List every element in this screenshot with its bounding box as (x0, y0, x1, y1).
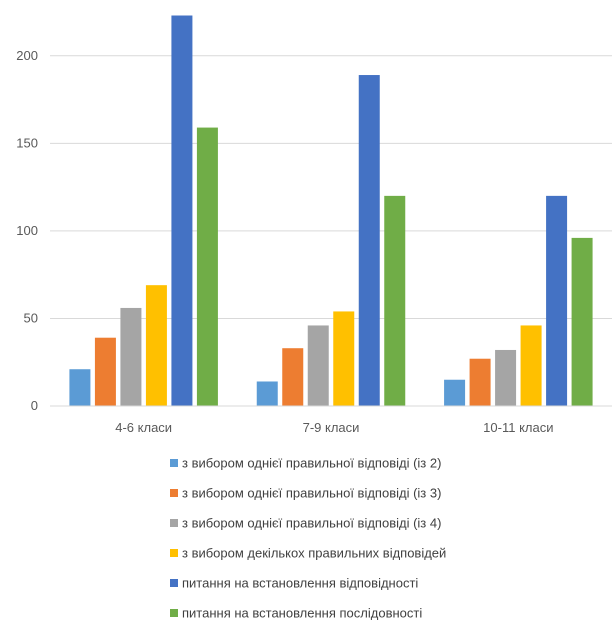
x-category-label: 7-9 класи (303, 420, 360, 435)
bar (257, 381, 278, 406)
legend-swatch (170, 489, 178, 497)
gridlines (50, 56, 612, 319)
bar (470, 359, 491, 406)
bar (521, 325, 542, 406)
y-tick-label: 0 (31, 398, 38, 413)
legend-swatch (170, 459, 178, 467)
bar (95, 338, 116, 406)
legend-swatch (170, 579, 178, 587)
bar (384, 196, 405, 406)
legend-label: з вибором однієї правильної відповіді (і… (182, 456, 441, 471)
bar (546, 196, 567, 406)
legend-swatch (170, 549, 178, 557)
y-tick-label: 150 (16, 135, 38, 150)
bars (69, 16, 592, 406)
bar (444, 380, 465, 406)
legend-label: питання на встановлення відповідності (182, 576, 418, 591)
y-axis-ticks: 0 50 100 150 200 (16, 48, 38, 413)
bar (308, 325, 329, 406)
bar (495, 350, 516, 406)
legend-swatch (170, 609, 178, 617)
bar (359, 75, 380, 406)
bar (146, 285, 167, 406)
bar (572, 238, 593, 406)
legend-swatch (170, 519, 178, 527)
y-tick-label: 100 (16, 223, 38, 238)
bar (69, 369, 90, 406)
y-tick-label: 50 (24, 310, 38, 325)
legend-label: з вибором однієї правильної відповіді (і… (182, 516, 441, 531)
bar (197, 128, 218, 406)
x-category-label: 4-6 класи (115, 420, 172, 435)
y-tick-label: 200 (16, 48, 38, 63)
legend-label: з вибором декількох правильних відповіде… (182, 546, 446, 561)
legend-label: питання на встановлення послідовності (182, 606, 422, 621)
legend: з вибором однієї правильної відповіді (і… (170, 456, 446, 621)
bar (171, 16, 192, 406)
category-labels: 4-6 класи 7-9 класи 10-11 класи (115, 420, 553, 435)
bar (120, 308, 141, 406)
x-category-label: 10-11 класи (483, 420, 553, 435)
legend-label: з вибором однієї правильної відповіді (і… (182, 486, 441, 501)
bar (333, 311, 354, 406)
bar (282, 348, 303, 406)
